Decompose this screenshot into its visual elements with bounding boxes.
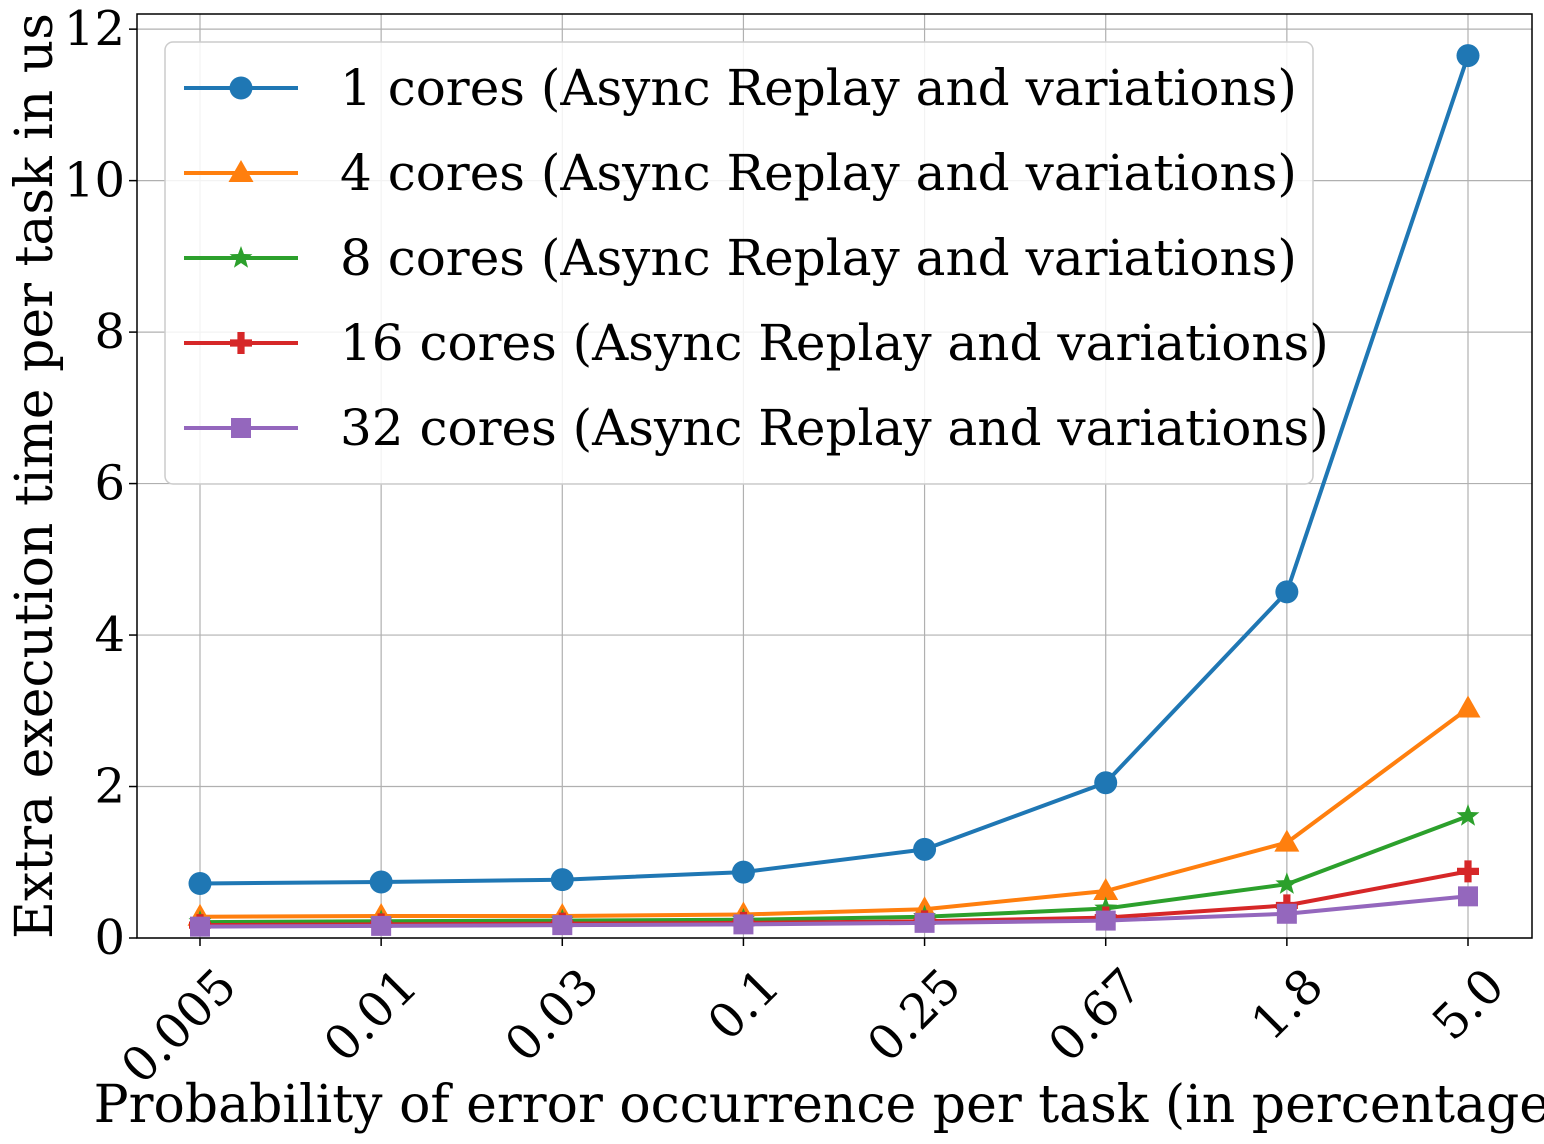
- y-tick-label: 6: [94, 456, 125, 512]
- legend-item: 4 cores (Async Replay and variations): [184, 144, 1297, 202]
- plot-frame: [136, 13, 1533, 939]
- x-tick-label: 5.0: [1422, 958, 1516, 1052]
- data-point: [550, 868, 574, 892]
- legend-box: [164, 41, 1314, 485]
- data-point: [1275, 872, 1299, 894]
- legend-label: 32 cores (Async Replay and variations): [340, 399, 1329, 457]
- data-point: [913, 837, 937, 861]
- data-point: [552, 915, 573, 936]
- x-tick-label: 1.8: [1241, 958, 1335, 1052]
- data-point: [1276, 903, 1297, 924]
- x-tick-label: 0.1: [697, 958, 791, 1052]
- data-point: [371, 915, 392, 936]
- series: [190, 886, 1478, 937]
- legend-item: 8 cores (Async Replay and variations): [184, 229, 1297, 287]
- y-axis-label: Extra execution time per task in us: [5, 13, 65, 939]
- y-axis: 0 2 4 6 8 10 12: [64, 1, 137, 966]
- y-tick-label: 4: [94, 607, 125, 663]
- legend: 1 cores (Async Replay and variations) 4 c…: [164, 41, 1329, 485]
- x-axis: 0.005 0.01 0.03 0.1 0.25 0.67 1.8 5.0: [111, 938, 1516, 1095]
- data-point: [1275, 580, 1299, 604]
- data-point: [190, 916, 210, 937]
- data-point: [1093, 878, 1119, 901]
- series-line: [198, 814, 1470, 925]
- data-point: [1455, 695, 1481, 718]
- data-point: [733, 914, 754, 935]
- legend-marker: [229, 246, 253, 268]
- y-tick-label: 0: [94, 910, 125, 966]
- data-point: [188, 871, 212, 895]
- data-point: [1094, 771, 1118, 795]
- data-point: [1274, 829, 1300, 852]
- y-tick-label: 2: [94, 759, 125, 815]
- x-tick-label: 0.67: [1038, 958, 1153, 1073]
- y-tick-label: 10: [64, 153, 125, 209]
- legend-marker: [228, 160, 254, 182]
- legend-item: 1 cores (Async Replay and variations): [184, 59, 1297, 117]
- series: [188, 44, 1480, 895]
- y-tick-label: 8: [94, 304, 125, 360]
- legend-label: 4 cores (Async Replay and variations): [340, 144, 1297, 202]
- x-tick-label: 0.25: [857, 958, 972, 1073]
- legend-marker: [230, 332, 252, 354]
- legend-item: 32 cores (Async Replay and variations): [184, 399, 1329, 457]
- legend-marker: [229, 76, 253, 100]
- legend-label: 8 cores (Async Replay and variations): [340, 229, 1297, 287]
- series-layer: [187, 44, 1481, 937]
- data-point: [1456, 804, 1480, 826]
- data-point: [369, 870, 393, 894]
- series-line: [198, 706, 1470, 919]
- legend-label: 16 cores (Async Replay and variations): [340, 314, 1329, 372]
- x-tick-label: 0.03: [494, 958, 609, 1073]
- legend-item: 16 cores (Async Replay and variations): [184, 314, 1329, 372]
- series-line: [198, 53, 1470, 886]
- x-axis-label: Probability of error occurrence per task…: [94, 1075, 1544, 1135]
- x-tick-label: 0.01: [313, 958, 428, 1073]
- y-tick-label: 12: [64, 1, 125, 57]
- data-point: [1458, 886, 1478, 907]
- data-point: [914, 912, 935, 933]
- data-point: [1095, 910, 1116, 931]
- legend-marker: [231, 418, 251, 438]
- legend-label: 1 cores (Async Replay and variations): [340, 59, 1297, 117]
- data-point: [731, 860, 755, 884]
- data-point: [1456, 44, 1480, 68]
- series-line: [198, 894, 1470, 929]
- data-point: [1457, 860, 1479, 883]
